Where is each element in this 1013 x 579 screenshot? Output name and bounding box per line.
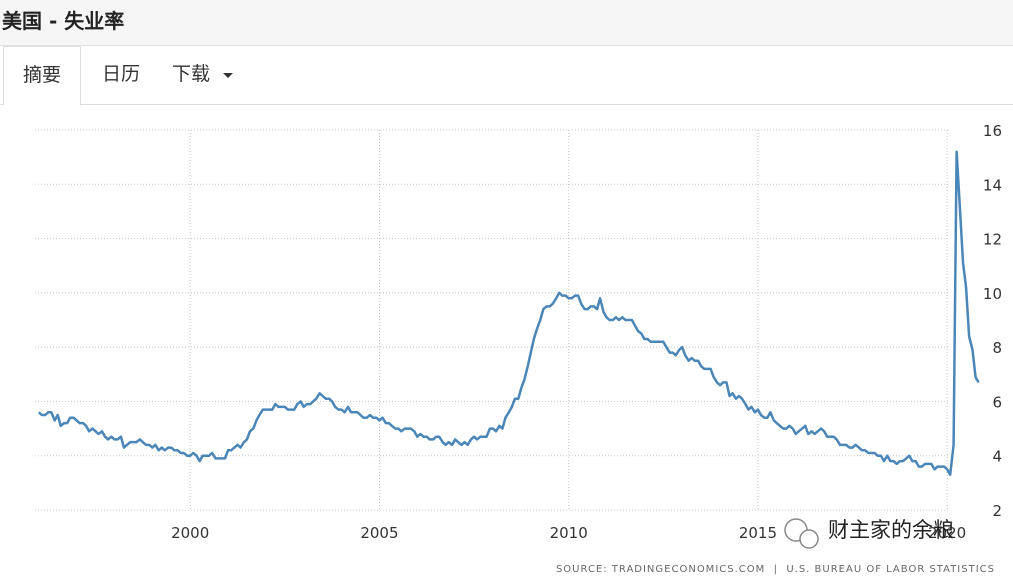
data-line bbox=[37, 150, 980, 476]
chart: 2 4 6 8 10 12 14 16 2000 2005 2010 2015 2020 SOURCE:… bbox=[35, 122, 1002, 575]
x-tick-label: 2000 bbox=[171, 524, 209, 542]
y-tick-label: 8 bbox=[992, 339, 1002, 357]
y-tick-label: 16 bbox=[983, 122, 1002, 140]
x-tick-label: 2015 bbox=[739, 524, 777, 542]
y-tick-label: 14 bbox=[983, 176, 1002, 194]
y-tick-label: 2 bbox=[992, 502, 1002, 520]
tab-bar: 摘要 日历 下载 bbox=[0, 46, 1013, 106]
tab[interactable]: 下载 bbox=[171, 63, 210, 85]
y-tick-label: 12 bbox=[983, 231, 1002, 249]
dropdown-caret[interactable] bbox=[222, 72, 234, 80]
axis-labels: 2 4 6 8 10 12 14 16 2000 2005 2010 2015 2020 bbox=[171, 122, 1002, 542]
watermark: 财主家的余粮 bbox=[784, 518, 954, 549]
tab[interactable]: 摘要 bbox=[3, 46, 81, 106]
x-tick-label: 2020 bbox=[928, 524, 966, 542]
page-title: 美国 - 失业率 bbox=[2, 9, 125, 33]
tab[interactable]: 日历 bbox=[101, 63, 140, 85]
y-tick-label: 6 bbox=[992, 393, 1002, 411]
plot bbox=[37, 150, 980, 476]
header-bar: 美国 - 失业率 bbox=[0, 0, 1013, 46]
x-tick-label: 2005 bbox=[360, 524, 398, 542]
grid bbox=[35, 129, 950, 511]
x-tick-label: 2010 bbox=[550, 524, 588, 542]
source-note: SOURCE: TRADINGECONOMICS.COM | U.S. BURE… bbox=[556, 564, 995, 575]
y-tick-label: 4 bbox=[992, 448, 1002, 466]
y-tick-label: 10 bbox=[983, 285, 1002, 303]
watermark-text: 财主家的余粮 bbox=[828, 518, 954, 542]
